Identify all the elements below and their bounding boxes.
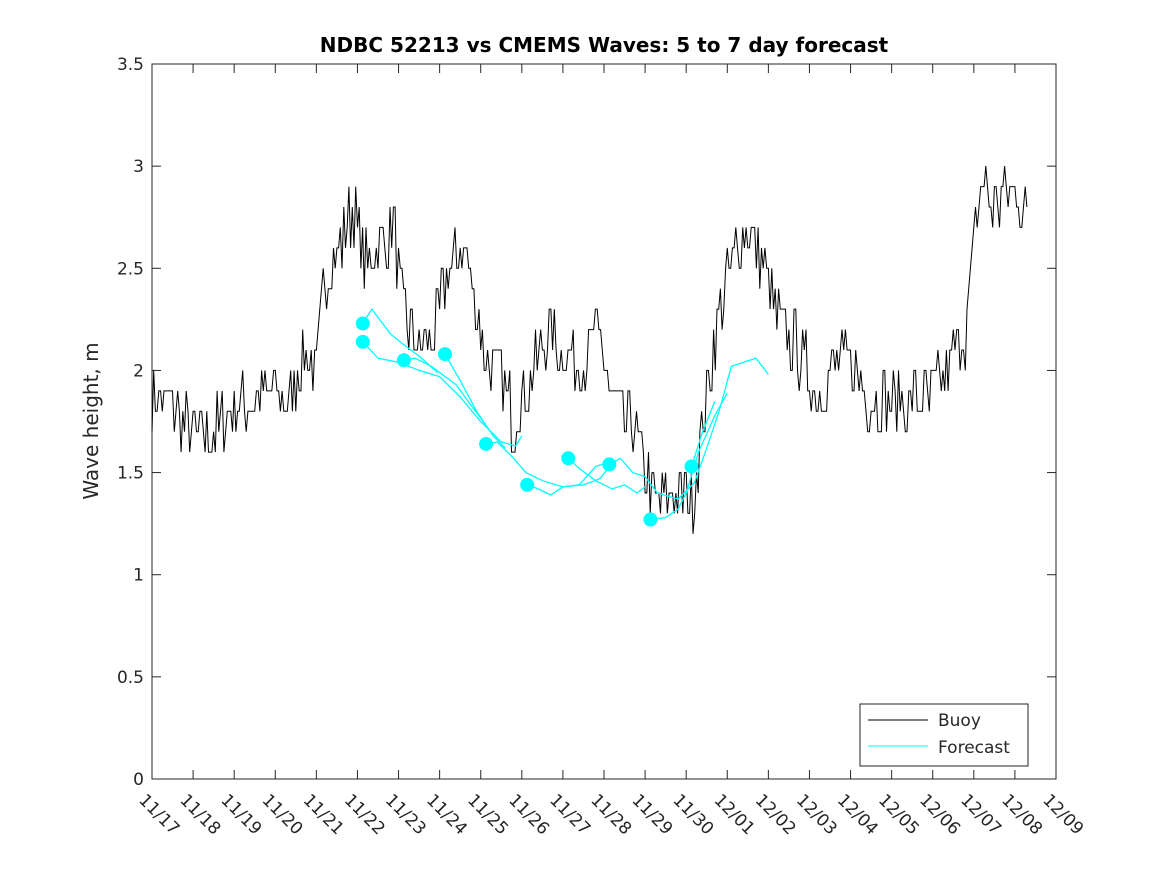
x-tick-label: 11/25: [463, 790, 512, 839]
buoy-line: [151, 166, 1028, 534]
forecast-line-3: [444, 353, 506, 449]
legend-box: [859, 703, 1029, 767]
x-tick-label: 11/17: [134, 790, 183, 839]
y-tick-label: 0: [133, 770, 144, 790]
forecast-start-marker-0: [355, 316, 370, 331]
x-tick-label: 11/22: [340, 790, 389, 839]
x-tick-label: 12/03: [792, 790, 841, 839]
forecast-line-6: [567, 457, 646, 494]
x-tick-label: 11/20: [258, 790, 307, 839]
forecast-start-marker-8: [643, 512, 658, 527]
forecast-line-7: [608, 357, 769, 500]
x-tick-label: 11/23: [381, 790, 430, 839]
forecast-line-5: [526, 461, 609, 496]
series-layer: [151, 166, 1028, 534]
x-tick-label: 12/09: [1038, 790, 1087, 839]
x-tick-label: 12/05: [874, 790, 923, 839]
forecast-line-9: [690, 400, 716, 467]
forecast-start-marker-1: [355, 334, 370, 349]
x-tick-label: 11/21: [299, 790, 348, 839]
y-tick-label: 3.5: [117, 55, 144, 75]
chart-title: NDBC 52213 vs CMEMS Waves: 5 to 7 day fo…: [320, 33, 889, 57]
forecast-start-marker-4: [479, 436, 494, 451]
y-tick-label: 2: [133, 361, 144, 381]
legend-buoy-label: Buoy: [938, 711, 981, 731]
forecast-start-marker-9: [684, 459, 699, 474]
forecast-start-marker-5: [520, 477, 535, 492]
x-tick-label: 11/30: [669, 790, 718, 839]
forecast-line-8: [650, 392, 728, 521]
x-tick-label: 12/07: [956, 790, 1005, 839]
plot-area: [151, 63, 1057, 780]
x-tick-label: 12/02: [751, 790, 800, 839]
forecast-line-0: [362, 307, 439, 373]
x-tick-label: 11/28: [586, 790, 635, 839]
forecast-start-marker-7: [602, 457, 617, 472]
x-tick-label: 12/06: [915, 790, 964, 839]
x-tick-label: 11/26: [504, 790, 553, 839]
y-tick-label: 2.5: [117, 259, 144, 279]
x-tick-label: 11/29: [628, 790, 677, 839]
x-tick-label: 11/27: [545, 790, 594, 839]
legend: Buoy Forecast: [859, 703, 1029, 767]
legend-forecast-label: Forecast: [938, 738, 1010, 758]
forecast-line-1: [362, 341, 523, 447]
forecast-line-4: [485, 441, 609, 488]
y-tick-label: 0.5: [117, 668, 144, 688]
y-tick-label: 1.5: [117, 464, 144, 484]
x-tick-label: 12/08: [997, 790, 1046, 839]
y-axis-label: Wave height, m: [79, 342, 103, 499]
y-tick-label: 3: [133, 157, 144, 177]
x-tick-label: 11/19: [217, 790, 266, 839]
forecast-start-marker-6: [561, 451, 576, 466]
x-tick-label: 11/24: [422, 790, 471, 839]
forecast-start-marker-3: [437, 347, 452, 362]
y-tick-label: 1: [133, 566, 144, 586]
forecast-start-marker-2: [396, 353, 411, 368]
forecast-line-2: [403, 357, 486, 424]
x-tick-label: 12/01: [710, 790, 759, 839]
x-tick-label: 11/18: [176, 790, 225, 839]
x-tick-label: 12/04: [833, 790, 882, 839]
